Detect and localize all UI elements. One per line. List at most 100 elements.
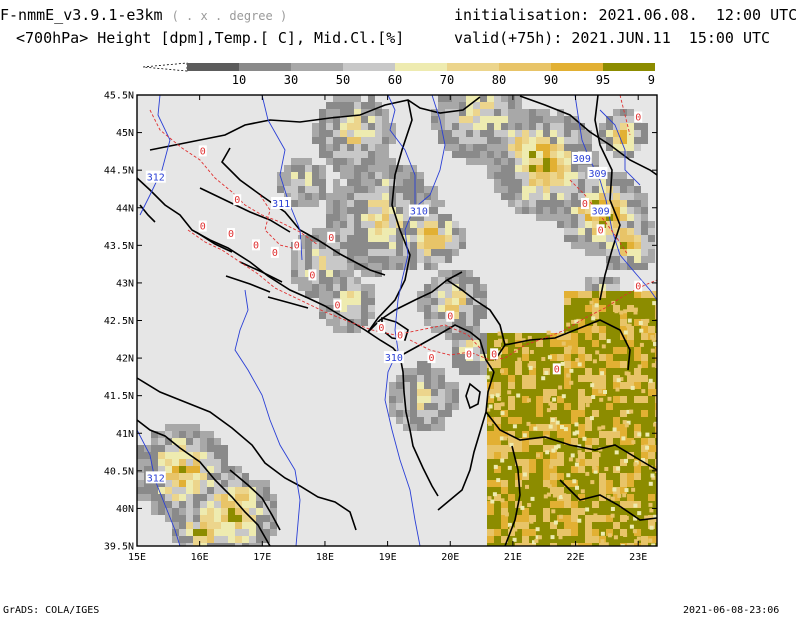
lat-label: 40.5N: [104, 466, 134, 477]
croatia-island-5: [139, 204, 156, 223]
colorbar-segment: [499, 63, 551, 71]
svg-text:0: 0: [491, 349, 497, 360]
greece-border: [485, 411, 657, 471]
footer-timestamp: 2021-06-08-23:06: [683, 605, 780, 616]
temperature-contour-label: 0: [377, 322, 386, 334]
svg-text:0: 0: [272, 248, 278, 259]
colorbar-label: 60: [388, 73, 402, 87]
svg-text:0: 0: [466, 349, 472, 360]
isotherm-zero-3: [259, 194, 301, 251]
unit-note: ( . x . degree ): [171, 9, 288, 23]
svg-text:309: 309: [592, 207, 610, 218]
longitude-labels: 15E 16E 17E 18E 19E 20E 21E 22E 23E: [128, 552, 647, 563]
height-contour-309: [574, 95, 657, 301]
svg-text:0: 0: [334, 300, 340, 311]
temperature-contour-label: 0: [552, 363, 561, 375]
height-contour-label: 311: [271, 196, 292, 210]
colorbar-segment: [603, 63, 655, 71]
height-contour-label: 309: [571, 151, 592, 165]
lat-label: 42N: [116, 354, 134, 365]
lat-label: 41.5N: [104, 391, 134, 402]
height-label-layer: 312 311 310 309 309 309 310 312: [145, 151, 611, 484]
isotherm-zero-1: [149, 109, 319, 246]
temperature-contour-label: 0: [252, 239, 261, 251]
isotherm-zero-2: [187, 229, 481, 349]
temperature-contour-label: 0: [465, 348, 474, 360]
height-contour-311-south: [234, 289, 301, 546]
colorbar-segment: [291, 63, 343, 71]
svg-text:312: 312: [147, 473, 165, 484]
height-contour-311: [261, 95, 303, 261]
isotherm-zero-4: [409, 279, 657, 361]
svg-text:0: 0: [554, 364, 560, 375]
lon-label: 19E: [379, 552, 397, 563]
svg-text:0: 0: [378, 323, 384, 334]
colorbar-legend: 10 30 50 60 70 80 90 95 98: [143, 62, 655, 87]
svg-text:0: 0: [447, 312, 453, 323]
temperature-contour-label: 0: [198, 220, 207, 233]
temperature-contour-label: 0: [308, 269, 317, 281]
temperature-contour-label: 0: [634, 280, 643, 293]
bosnia-north-line: [199, 187, 291, 233]
svg-text:309: 309: [573, 154, 591, 165]
lat-label: 41N: [116, 429, 134, 440]
temperature-contour-label: 0: [233, 194, 242, 206]
colorbar-label: 80: [492, 73, 506, 87]
greece-coast: [559, 479, 657, 521]
temperature-contour-label: 0: [333, 299, 342, 311]
serbia-bulgaria-border: [594, 95, 621, 301]
colorbar-segment: [551, 63, 603, 71]
height-contour-label: 312: [145, 170, 166, 184]
temperature-contour-label: 0: [270, 246, 279, 259]
colorbar-label: 50: [336, 73, 350, 87]
colorbar-label: 90: [544, 73, 558, 87]
temperature-contour-label: 0: [198, 145, 207, 157]
greece-inner-line: [504, 445, 521, 546]
temperature-contour-label: 0: [396, 329, 405, 342]
lat-label: 43N: [116, 278, 134, 289]
height-contour-310-east: [417, 95, 446, 206]
lat-label: 44N: [116, 203, 134, 214]
colorbar-label: 70: [440, 73, 454, 87]
lat-label: 45.5N: [104, 91, 134, 102]
lon-label: 23E: [629, 552, 647, 563]
colorbar-label: 98: [648, 73, 655, 87]
temperature-contour-label: 0: [634, 111, 643, 124]
height-contour-label: 309: [590, 204, 611, 218]
albania-north-border: [399, 324, 495, 373]
temperature-contour-label: 0: [327, 231, 336, 244]
lon-label: 16E: [191, 552, 209, 563]
svg-text:309: 309: [588, 169, 606, 180]
lon-label: 15E: [128, 552, 146, 563]
temperature-contour-label: 0: [292, 239, 301, 251]
mid-cloud-cover-layer: [137, 95, 657, 546]
svg-text:0: 0: [309, 270, 315, 281]
bosnia-serbia-border: [367, 99, 413, 333]
height-contour-label: 309: [587, 166, 608, 180]
macedonia-border: [504, 319, 631, 371]
lon-label: 21E: [504, 552, 522, 563]
svg-text:0: 0: [582, 199, 588, 210]
lat-label: 45N: [116, 128, 134, 139]
lat-label: 42.5N: [104, 316, 134, 327]
isotherm-zero-6: [619, 95, 631, 136]
svg-text:0: 0: [234, 195, 240, 206]
lat-label: 43.5N: [104, 241, 134, 252]
init-time: initialisation: 2021.06.08. 12:00 UTC: [454, 6, 798, 24]
colorbar-label: 95: [596, 73, 610, 87]
svg-text:0: 0: [294, 240, 300, 251]
lat-label: 39.5N: [104, 542, 134, 553]
colorbar-segment: [343, 63, 395, 71]
adriatic-east-coast: [137, 177, 439, 497]
colorbar-label: 30: [284, 73, 298, 87]
croatia-island-4: [267, 296, 309, 309]
height-contour-312-south: [137, 429, 181, 546]
lon-label: 22E: [567, 552, 585, 563]
latitude-labels: 45.5N 45N 44.5N 44N 43.5N 43N 42.5N 42N 41.5N 41N…: [104, 91, 134, 553]
field-description: <700hPa> Height [dpm],Temp.[ C], Mid.Cl.…: [16, 29, 405, 47]
croatia-island-1: [195, 231, 233, 253]
valid-time: valid(+75h): 2021.JUN.11 15:00 UTC: [454, 29, 771, 47]
temperature-contour-label: 0: [446, 310, 455, 323]
colorbar-segment: [447, 63, 499, 71]
italy-inner-coast: [137, 419, 271, 546]
